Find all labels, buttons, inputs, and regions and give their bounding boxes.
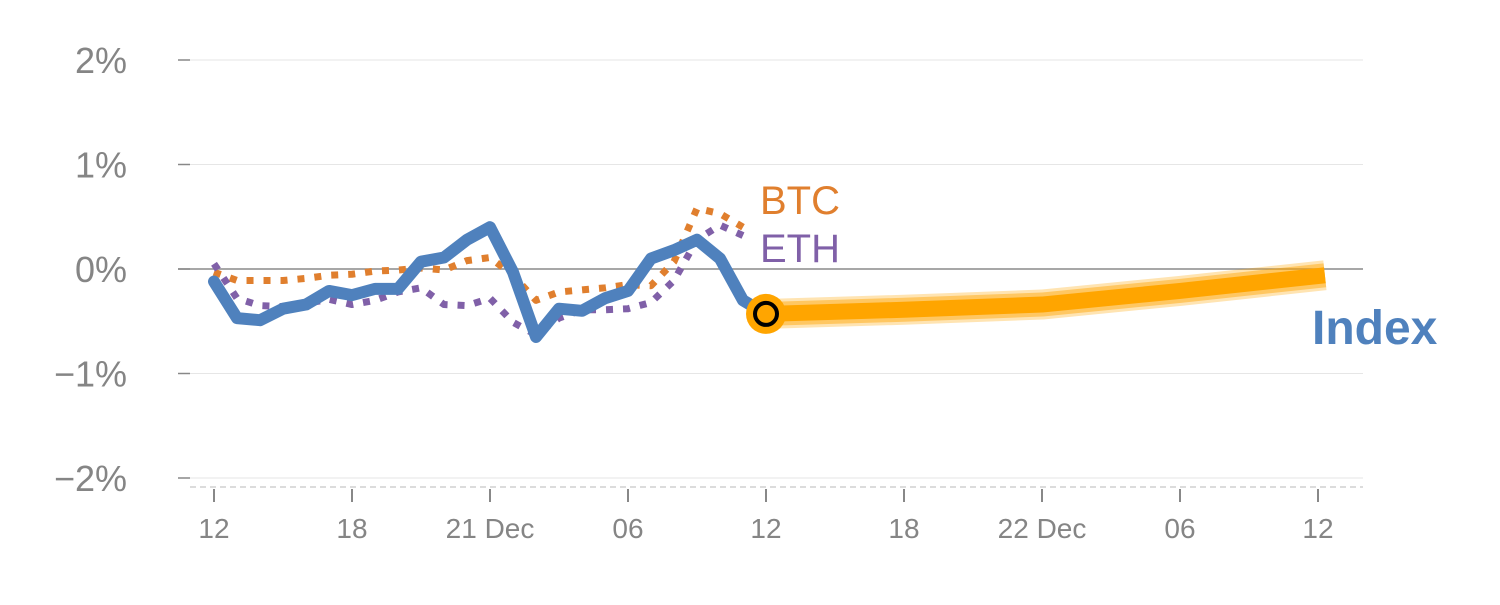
index-line (208, 221, 772, 343)
x-tick-label: 22 Dec (998, 513, 1087, 544)
current-point-marker-ring (753, 300, 779, 327)
btc-label: BTC (760, 179, 840, 223)
x-tick-label: 06 (612, 513, 643, 544)
y-tick-label: −2% (54, 458, 127, 499)
forecast-line (765, 267, 1326, 322)
x-tick-label: 21 Dec (446, 513, 535, 544)
y-tick-label: 2% (75, 40, 127, 81)
x-tick-label: 18 (888, 513, 919, 544)
btc-line (212, 204, 745, 304)
y-tick-label: −1% (54, 354, 127, 395)
y-tick-label: 1% (75, 145, 127, 186)
x-tick-label: 06 (1164, 513, 1195, 544)
eth-line (211, 221, 745, 339)
index-label: Index (1312, 302, 1438, 355)
y-tick-label: 0% (75, 249, 127, 290)
x-tick-label: 12 (198, 513, 229, 544)
x-tick-label: 12 (750, 513, 781, 544)
eth-label: ETH (760, 227, 840, 271)
x-tick-label: 18 (336, 513, 367, 544)
x-tick-label: 12 (1302, 513, 1333, 544)
